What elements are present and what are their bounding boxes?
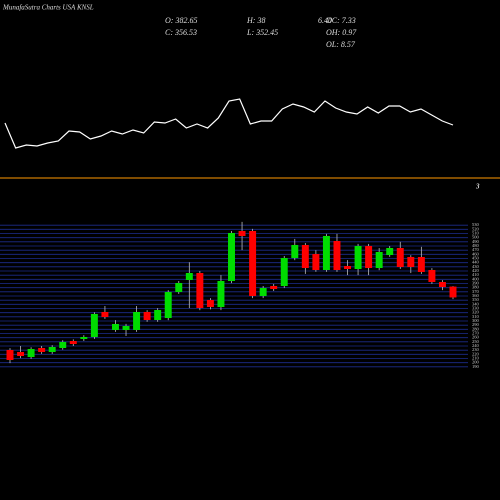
candle-body [143,312,151,320]
candle-body [122,326,130,330]
y-tick-label: 370 [472,289,480,294]
y-tick-label: 320 [472,310,480,315]
candle-body [428,270,436,282]
candle-body [27,349,35,357]
candle-body [206,300,214,307]
candle-body [280,258,288,286]
candle-body [101,312,109,317]
candle-body [407,257,415,267]
annotation: 3 [475,183,480,191]
candle-body [417,257,425,272]
candle-body [38,348,46,352]
candle-body [111,324,119,330]
stat-label: OH: 0.97 [326,28,357,37]
y-tick-label: 510 [472,231,480,236]
y-tick-label: 410 [472,272,480,277]
candle-body [69,341,77,344]
candle-body [90,314,98,337]
y-tick-label: 480 [472,243,480,248]
y-tick-label: 350 [472,297,480,302]
y-tick-label: 360 [472,293,480,298]
candle-body [396,248,404,267]
stat-label: L: 352.45 [246,28,278,37]
y-tick-label: 340 [472,301,480,306]
y-tick-label: 290 [472,322,480,327]
stat-label: 6.40 [318,16,332,25]
candle-body [386,248,394,255]
candle-body [259,288,267,296]
y-tick-label: 270 [472,331,480,336]
candle-body [228,233,235,281]
y-tick-label: 200 [472,360,480,365]
y-tick-label: 210 [472,356,480,361]
candle-body [449,286,457,298]
stat-label: O: 382.65 [165,16,197,25]
y-tick-label: 240 [472,343,480,348]
y-tick-label: 190 [472,364,480,369]
candle-body [312,254,320,270]
stat-label: H: 38 [246,16,265,25]
candle-body [154,310,162,320]
candle-body [217,281,225,307]
candle-body [48,347,56,352]
y-tick-label: 220 [472,351,480,356]
candle-body [249,231,257,296]
y-tick-label: 260 [472,335,480,340]
candle-body [80,337,88,339]
y-tick-label: 520 [472,226,480,231]
candle-body [322,236,330,270]
y-tick-label: 530 [472,222,480,227]
candle-body [133,312,141,330]
y-tick-label: 300 [472,318,480,323]
y-tick-label: 420 [472,268,480,273]
candle-body [185,273,193,280]
y-tick-label: 490 [472,239,480,244]
candle-body [164,292,172,318]
stat-label: OL: 8.57 [326,40,356,49]
indicator-line [4,98,454,149]
candle-body [59,342,67,348]
candle-body [238,231,246,236]
y-tick-label: 380 [472,285,480,290]
y-tick-label: 330 [472,306,480,311]
y-tick-label: 230 [472,347,480,352]
chart-title: MunafaSutra Charts USA KNSL [2,4,94,12]
candle-body [375,252,383,268]
stat-label: OC: 7.33 [326,16,356,25]
y-tick-label: 500 [472,235,480,240]
y-tick-label: 430 [472,264,480,269]
candle-body [291,245,299,258]
y-tick-label: 310 [472,314,480,319]
candle-body [354,246,362,269]
y-tick-label: 250 [472,339,480,344]
candle-body [270,286,278,289]
candle-body [333,241,341,270]
y-tick-label: 280 [472,326,480,331]
y-tick-label: 460 [472,251,480,256]
candle-body [301,245,309,268]
candle-body [196,273,204,308]
stat-label: C: 356.53 [165,28,197,37]
candle-body [17,352,25,356]
candle-body [438,282,446,287]
candle-body [175,283,183,292]
y-tick-label: 450 [472,256,480,261]
candle-body [365,246,373,268]
y-tick-label: 470 [472,247,480,252]
y-tick-label: 440 [472,260,480,265]
y-tick-label: 400 [472,276,480,281]
y-tick-label: 390 [472,281,480,286]
candle-body [6,350,14,360]
candle-body [344,266,352,269]
